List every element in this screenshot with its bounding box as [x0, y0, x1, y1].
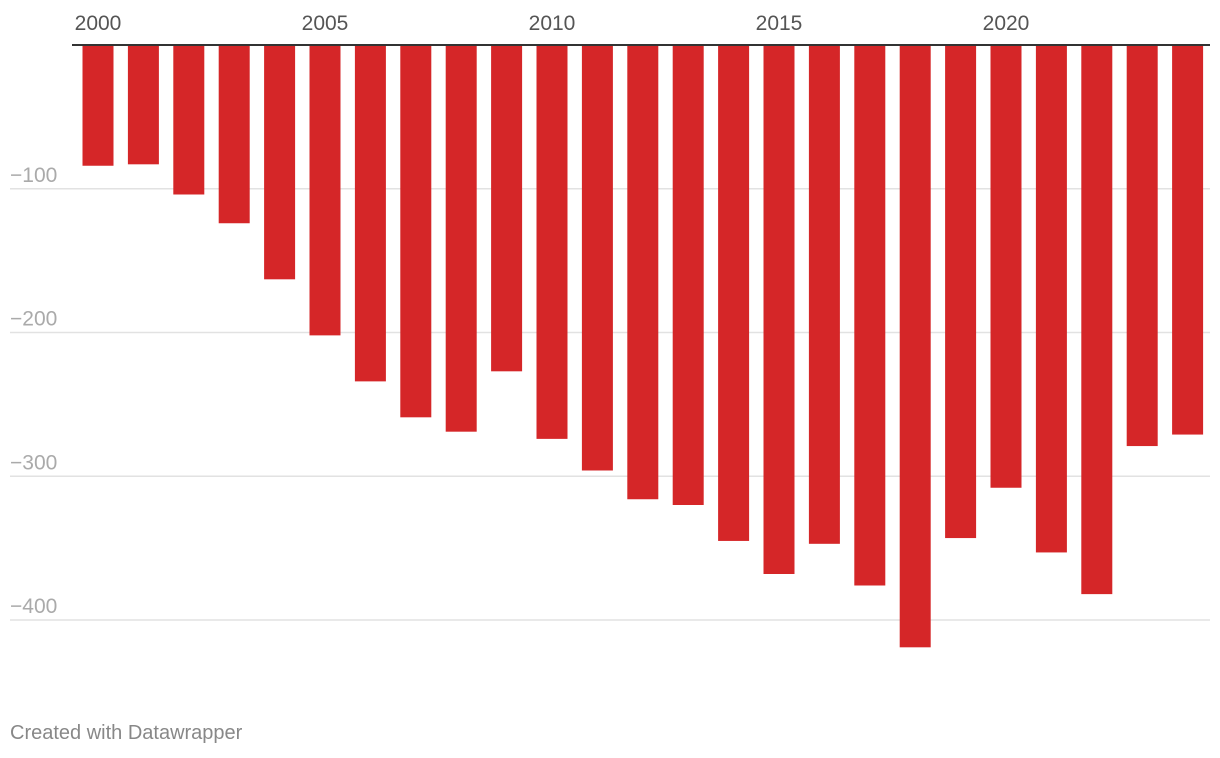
x-tick-label: 2015 [756, 12, 803, 35]
credit-text: Created with Datawrapper [10, 722, 243, 744]
bar-2006 [354, 45, 386, 382]
x-tick-label: 2020 [983, 12, 1030, 35]
bar-2019 [945, 45, 977, 539]
bar-2023 [1126, 45, 1158, 447]
y-tick-label: −100 [10, 164, 57, 187]
bar-2009 [491, 45, 523, 372]
bar-2003 [218, 45, 250, 224]
bar-2017 [854, 45, 886, 586]
bar-2012 [627, 45, 659, 500]
bar-2011 [581, 45, 613, 471]
bar-2021 [1035, 45, 1067, 553]
x-axis-tick-labels: 2000 2005 2010 2015 2020 [75, 12, 1030, 35]
bars [82, 45, 1204, 648]
bar-2001 [127, 45, 159, 165]
bar-2004 [264, 45, 296, 280]
bar-2013 [672, 45, 704, 505]
bar-2010 [536, 45, 568, 439]
bar-2000 [82, 45, 114, 166]
x-tick-label: 2000 [75, 12, 122, 35]
bar-chart: −100 −200 −300 −400 2000 2005 2010 2015 2020 [10, 12, 1210, 648]
bar-2014 [718, 45, 750, 541]
bar-2020 [990, 45, 1022, 488]
x-tick-label: 2010 [529, 12, 576, 35]
bar-2024 [1172, 45, 1204, 435]
bar-2007 [400, 45, 432, 418]
bar-2002 [173, 45, 205, 195]
bar-2015 [763, 45, 795, 574]
bar-2018 [899, 45, 931, 648]
bar-2016 [808, 45, 840, 544]
bar-2005 [309, 45, 341, 336]
y-tick-label: −400 [10, 595, 57, 618]
y-tick-label: −300 [10, 451, 57, 474]
x-tick-label: 2005 [302, 12, 349, 35]
bar-2008 [445, 45, 477, 432]
bar-2022 [1081, 45, 1113, 595]
y-tick-label: −200 [10, 308, 57, 331]
y-axis-tick-labels: −100 −200 −300 −400 [10, 164, 57, 618]
